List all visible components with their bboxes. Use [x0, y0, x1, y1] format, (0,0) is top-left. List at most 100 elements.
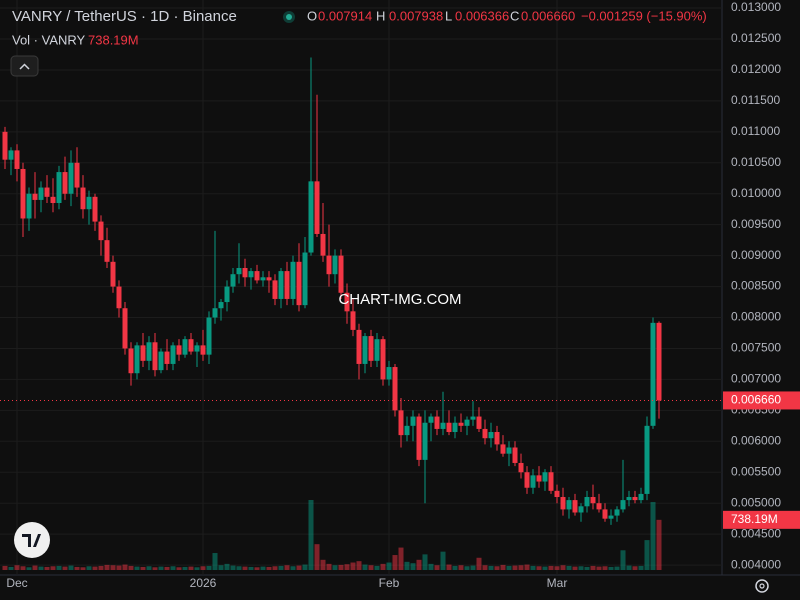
candle-body [530, 475, 536, 488]
volume-bar [44, 566, 50, 570]
candle-body [110, 261, 116, 287]
volume-bar [542, 566, 548, 570]
volume-bar [140, 566, 146, 570]
candle-body [218, 302, 224, 309]
volume-bar [32, 565, 38, 570]
settings-button[interactable] [755, 579, 769, 593]
y-tick-label: 0.007000 [731, 372, 781, 386]
ohlc-value: 0.007914 [318, 8, 372, 23]
candle-body [500, 444, 506, 454]
volume-bar [20, 566, 26, 570]
candle-body [428, 416, 434, 423]
x-tick-label: Mar [547, 576, 568, 590]
candle-body [380, 339, 386, 380]
candle-body [392, 367, 398, 411]
candle-body [134, 345, 140, 374]
volume-bar [182, 566, 188, 570]
candle-body [644, 425, 650, 494]
candle-body [476, 416, 482, 429]
volume-title: Vol · VANRY [12, 32, 86, 47]
volume-bar [2, 565, 8, 570]
y-tick-label: 0.009000 [731, 248, 781, 262]
volume-bar [512, 565, 518, 570]
candle-body [326, 255, 332, 275]
candle-body [86, 196, 92, 210]
candle-body [260, 277, 266, 281]
volume-bar [134, 566, 140, 570]
volume-bar [230, 565, 236, 570]
tag-layer: 0.006660 738.19M [723, 391, 800, 529]
candle-body [32, 193, 38, 200]
volume-bar [440, 551, 446, 570]
volume-bar [500, 564, 506, 570]
y-tick-label: 0.007500 [731, 341, 781, 355]
volume-bar [170, 566, 176, 570]
candle-body [356, 329, 362, 364]
volume-bar [644, 540, 650, 570]
candle-body [398, 410, 404, 436]
candle-body [344, 292, 350, 312]
volume-bar [110, 565, 116, 570]
candle-body [206, 317, 212, 355]
volume-bar [260, 566, 266, 570]
watermark: CHART-IMG.COM [338, 291, 461, 308]
x-tick-label: Feb [379, 576, 400, 590]
y-tick-label: 0.004500 [731, 526, 781, 540]
volume-bar [404, 561, 410, 570]
volume-bar [224, 563, 230, 570]
volume-bar [458, 565, 464, 570]
volume-bar [398, 547, 404, 570]
y-tick-label: 0.013000 [731, 0, 781, 14]
volume-bar [326, 563, 332, 570]
candle-body [56, 172, 62, 204]
volume-bar [368, 565, 374, 570]
candle-body [194, 345, 200, 352]
volume-bar [362, 564, 368, 570]
ohlc-name: H [376, 8, 385, 23]
volume-bar [92, 566, 98, 570]
candle-body [590, 497, 596, 504]
volume-bar [566, 565, 572, 570]
volume-bar [590, 565, 596, 570]
volume-bar [62, 566, 68, 570]
candle-body [632, 497, 638, 501]
volume-bar [176, 567, 182, 570]
volume-bar [518, 565, 524, 570]
volume-bar [296, 565, 302, 570]
candle-body [332, 255, 338, 275]
volume-bar [554, 566, 560, 570]
volume-tag-label: 738.19M [731, 512, 778, 526]
volume-bar [434, 565, 440, 570]
candle-body [404, 425, 410, 436]
collapse-button[interactable] [10, 55, 39, 77]
volume-bar [242, 566, 248, 570]
candle-body [26, 193, 32, 219]
settings-icon [759, 583, 765, 589]
volume-bar [338, 564, 344, 570]
candle-body [320, 233, 326, 256]
candle-body [50, 196, 56, 204]
volume-bar [650, 502, 656, 570]
candle-body [296, 261, 302, 306]
candle-body [626, 497, 632, 501]
candle-body [434, 416, 440, 429]
candle-body [38, 187, 44, 200]
volume-bar [302, 564, 308, 570]
volume-bar [332, 565, 338, 570]
candle-body [362, 336, 368, 364]
volume-bar [164, 566, 170, 570]
candle-body [548, 472, 554, 491]
volume-bar [506, 565, 512, 570]
volume-bar [596, 566, 602, 570]
last-price-tag [723, 391, 800, 410]
candle-body [230, 274, 236, 287]
volume-bar [608, 566, 614, 570]
y-tick-label: 0.005000 [731, 495, 781, 509]
candle-body [440, 422, 446, 429]
candle-body [350, 311, 356, 330]
volume-bar [116, 565, 122, 570]
candle-body [104, 240, 110, 262]
volume-bar [56, 565, 62, 570]
logo [14, 522, 50, 558]
